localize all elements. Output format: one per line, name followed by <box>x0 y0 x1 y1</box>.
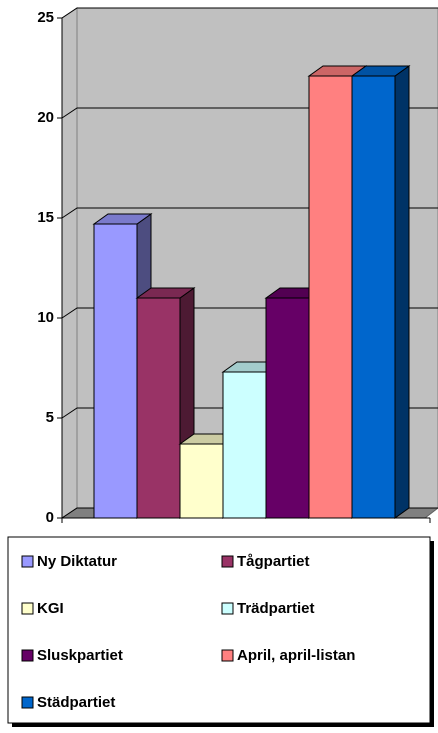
legend-label: Sluskpartiet <box>37 647 123 664</box>
grid-line <box>61 7 438 19</box>
legend-label: KGI <box>37 600 64 617</box>
y-tick-label: 5 <box>46 409 54 426</box>
y-tick-label: 0 <box>46 509 54 526</box>
bar <box>308 75 353 519</box>
legend-label: Trädpartiet <box>237 600 315 617</box>
legend-swatch <box>21 649 34 662</box>
legend-swatch <box>21 555 34 568</box>
legend-label: Tågpartiet <box>237 553 310 570</box>
legend-swatch <box>221 602 234 615</box>
legend <box>7 536 431 724</box>
y-tick-label: 10 <box>37 309 54 326</box>
side-wall <box>61 7 78 519</box>
bar <box>222 371 267 519</box>
legend-swatch <box>221 555 234 568</box>
legend-label: Ny Diktatur <box>37 553 117 570</box>
bar <box>351 75 396 519</box>
legend-label: Städpartiet <box>37 694 115 711</box>
legend-label: April, april-listan <box>237 647 355 664</box>
legend-swatch <box>21 602 34 615</box>
y-tick-label: 15 <box>37 209 54 226</box>
legend-swatch <box>221 649 234 662</box>
bar <box>265 297 310 519</box>
bar-side <box>394 65 410 519</box>
bar <box>179 443 224 519</box>
y-tick-label: 25 <box>37 9 54 26</box>
y-tick-label: 20 <box>37 109 54 126</box>
bar <box>93 223 138 519</box>
bar <box>136 297 181 519</box>
legend-swatch <box>21 696 34 709</box>
